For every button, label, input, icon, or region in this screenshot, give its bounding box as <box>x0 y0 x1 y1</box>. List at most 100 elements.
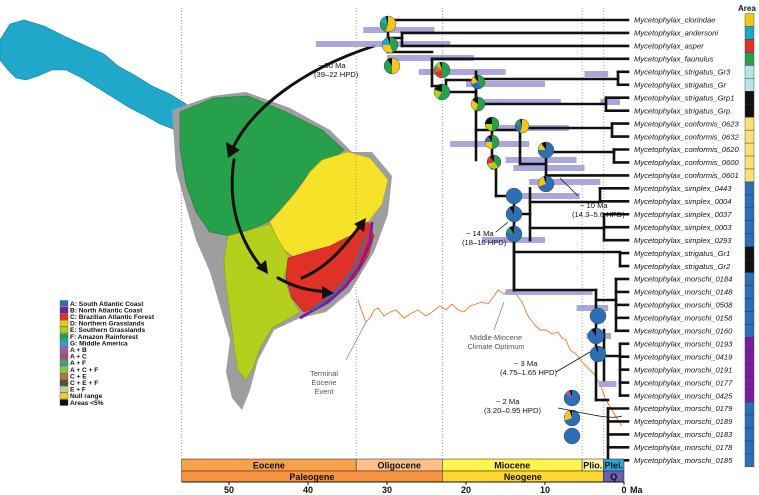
pie-slice <box>383 59 392 74</box>
map-of-south-america <box>0 19 392 410</box>
pie-slice <box>385 16 388 24</box>
taxon-labels: Mycetophylax_clorindae Mycetophylax_ander… <box>634 16 739 465</box>
node-pie <box>537 175 555 193</box>
period-label: Paleogene <box>289 472 334 482</box>
pie-slice <box>433 65 442 73</box>
area-cell <box>744 65 755 79</box>
area-cell <box>744 233 755 247</box>
taxon-label: Mycetophylax_morschi_0183 <box>634 430 733 439</box>
legend-label: A: South Atlantic Coast <box>70 301 144 308</box>
pointer-eocene-event <box>345 321 367 361</box>
legend-label: Null range <box>70 393 103 400</box>
taxon-label: Mycetophylax_morschi_0184 <box>634 275 732 284</box>
area-cell <box>744 194 755 209</box>
ancestral-range-pies <box>379 15 607 445</box>
pie-slice <box>494 155 502 168</box>
area-cell <box>744 259 755 273</box>
legend-label: E: Southern Grasslands <box>70 327 145 334</box>
map-region-southern-grasslands <box>223 223 301 381</box>
pie-slice <box>492 135 499 149</box>
area-cell <box>744 168 755 183</box>
taxon-label: Mycetophylax_strigatus_Gr3 <box>634 68 731 77</box>
legend-swatch <box>59 313 69 320</box>
area-cell <box>744 26 755 40</box>
taxon-label: Mycetophylax_morschi_0193 <box>634 339 733 348</box>
legend-swatch <box>59 320 69 327</box>
area-cell <box>744 181 755 196</box>
time-axis-unit: Ma <box>630 485 643 495</box>
area-cell <box>744 324 755 338</box>
map-region-atlantic-coast <box>299 221 374 320</box>
node-pie <box>589 307 607 325</box>
pie-slice <box>538 143 546 150</box>
pie-slice <box>509 206 514 214</box>
taxon-label: Mycetophylax_morschi_0419 <box>634 352 733 361</box>
taxon-label: Mycetophylax_strigatus_Gr2 <box>634 262 731 271</box>
hpd-bar <box>584 71 609 77</box>
pie-slice <box>538 176 554 192</box>
pie-slice <box>472 97 478 104</box>
area-cell <box>744 155 755 170</box>
area-cell <box>744 91 755 105</box>
taxon-label: Mycetophylax_strigatus_Grp1 <box>634 93 734 102</box>
annotation-pointers-grey <box>345 301 505 361</box>
area-cell <box>744 414 755 429</box>
pie-slice <box>437 84 450 100</box>
pie-slice <box>565 390 572 398</box>
pointer-2ma <box>557 407 623 418</box>
taxon-label: Mycetophylax_morschi_0191 <box>634 365 732 374</box>
epoch-label: Oligocene <box>377 461 421 471</box>
area-cell <box>744 285 755 299</box>
node-pie <box>486 154 502 170</box>
taxon-label: Mycetophylax_morschi_0178 <box>634 443 733 452</box>
pie-slice <box>471 76 478 85</box>
epoch-label: Eocene <box>253 461 285 471</box>
taxon-label: Mycetophylax_morschi_0508 <box>634 301 733 310</box>
area-cell <box>744 350 755 364</box>
taxon-label: Mycetophylax_strigatus_Gr <box>634 80 726 89</box>
area-cell <box>744 142 755 157</box>
node-pie <box>381 36 399 54</box>
area-cell <box>744 298 755 312</box>
pie-slice <box>541 142 546 150</box>
area-cell <box>744 220 755 234</box>
legend-swatch <box>59 353 69 360</box>
hpd-bar <box>529 179 601 185</box>
pie-slice <box>473 75 478 82</box>
pie-slice <box>564 410 580 426</box>
climate-curve <box>357 289 623 427</box>
annotation-2ma: ~ 2 Ma (3.20–0.95 HPD) <box>484 397 541 415</box>
pie-slice <box>390 37 398 53</box>
area-cell <box>744 116 755 131</box>
pie-slice <box>485 117 492 124</box>
time-tick-label: 50 <box>224 485 234 495</box>
hpd-bar <box>505 157 577 163</box>
taxon-label: Mycetophylax_morschi_0179 <box>634 404 733 413</box>
pie-slice <box>569 390 572 398</box>
node-pie <box>587 327 605 345</box>
pointer-14ma <box>495 221 509 233</box>
legend-swatch <box>59 366 69 373</box>
legend-label: A + C + F <box>70 367 98 374</box>
legend-label: F: Amazon Rainforest <box>70 334 139 341</box>
area-cell <box>744 129 755 144</box>
time-tick-label: 20 <box>461 485 471 495</box>
area-cell <box>744 52 755 66</box>
pie-slice <box>382 45 393 53</box>
taxon-label: Mycetophylax_simplex_0443 <box>634 184 732 193</box>
legend-swatch <box>59 359 69 367</box>
pie-slice <box>478 75 486 88</box>
taxon-label: Mycetophylax_morschi_0160 <box>634 327 733 336</box>
node-pie <box>505 187 523 205</box>
pie-slice <box>434 70 442 78</box>
hpd-bar <box>481 99 561 105</box>
hpd-bar <box>505 289 593 295</box>
time-tick-label: 0 <box>621 485 626 495</box>
taxon-label: Mycetophylax_conformis_0623 <box>634 119 739 128</box>
hpd-bar <box>576 305 609 311</box>
legend-swatch <box>59 392 69 400</box>
pie-slice <box>434 84 442 92</box>
pie-slice <box>475 97 485 111</box>
hpd-bar <box>598 381 617 387</box>
pie-slice <box>487 162 499 169</box>
